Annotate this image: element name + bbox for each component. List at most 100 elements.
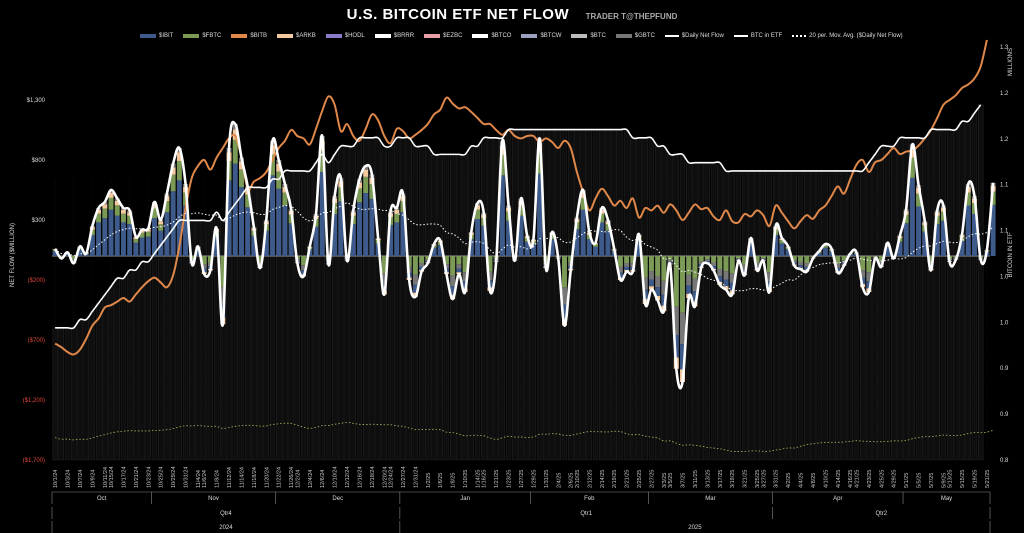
legend-swatch xyxy=(325,34,342,38)
flow-bar-segment xyxy=(798,265,804,268)
flow-bar-segment xyxy=(748,243,754,256)
flow-bar-segment xyxy=(680,312,685,345)
legend-item: $BTCO xyxy=(472,33,511,39)
flow-bar-segment xyxy=(742,264,748,270)
btc-holdings-bar xyxy=(977,104,984,461)
right-tick-label: 1.0 xyxy=(1000,274,1009,280)
flow-bar-segment xyxy=(655,256,661,276)
flow-bar-segment xyxy=(779,243,785,256)
date-tick-label: 12/6/24 xyxy=(320,470,326,488)
flow-bar-segment xyxy=(89,235,95,256)
flow-bar-segment xyxy=(369,198,375,256)
date-tick-label: 1/8/25 xyxy=(451,473,457,488)
date-tick-label: 3/19/25 xyxy=(730,470,736,488)
legend-label: $GBTC xyxy=(634,33,655,39)
btc-holdings-bar xyxy=(412,145,419,461)
date-tick-label: 11/12/24 xyxy=(227,467,233,488)
flow-bar-segment xyxy=(754,256,760,263)
flow-bar-segment xyxy=(152,218,157,256)
flow-bar-segment xyxy=(114,200,120,206)
flow-bar-segment xyxy=(468,239,474,256)
flow-bar-segment xyxy=(475,209,481,220)
flow-bar-segment xyxy=(195,249,201,256)
flow-bar-segment xyxy=(145,236,151,256)
flow-bar-segment xyxy=(903,214,909,224)
btc-holdings-bar xyxy=(487,137,493,461)
flow-bar-segment xyxy=(276,163,282,172)
date-tick-label: 3/3/25 xyxy=(662,473,668,488)
btc-holdings-bar xyxy=(785,170,791,461)
months-label: Apr xyxy=(833,496,842,502)
legend-item: $BRRR xyxy=(374,33,414,39)
flow-bar-segment xyxy=(897,241,903,256)
flow-bar-segment xyxy=(406,256,412,267)
flow-bar-segment xyxy=(214,236,220,256)
flow-bar-segment xyxy=(475,205,481,210)
btc-holdings-bar xyxy=(859,170,866,461)
legend-label: $HODL xyxy=(344,33,365,39)
flow-bar-segment xyxy=(723,279,729,287)
btc-holdings-bar xyxy=(586,129,593,461)
flow-bar-segment xyxy=(475,219,481,256)
flow-bar-segment xyxy=(729,273,735,283)
flow-bar-segment xyxy=(319,150,325,172)
legend-label: $Daily Net Flow xyxy=(681,33,724,39)
flow-bar-segment xyxy=(332,214,338,256)
flow-bar-segment xyxy=(338,187,344,202)
flow-bar-segment xyxy=(102,204,108,209)
btc-holdings-bar xyxy=(549,129,555,461)
years-label: 2024 xyxy=(219,525,233,531)
flow-bar-segment xyxy=(301,265,307,271)
flow-bar-segment xyxy=(642,277,648,290)
flow-bar-segment xyxy=(971,203,977,214)
left-tick-label: ($700) xyxy=(28,338,45,344)
flow-bar-segment xyxy=(120,213,126,223)
flow-bar-segment xyxy=(698,256,704,262)
flow-bar-segment xyxy=(574,229,580,256)
btc-holdings-bar xyxy=(170,228,176,461)
flow-bar-segment xyxy=(176,160,182,181)
date-tick-label: 1/31/25 xyxy=(544,470,550,488)
flow-bar-segment xyxy=(636,240,642,256)
lower-average-line xyxy=(55,421,994,452)
flow-bar-segment xyxy=(394,222,400,256)
flow-bar-segment xyxy=(350,224,356,256)
flow-bar-segment xyxy=(735,258,741,260)
flow-bar-segment xyxy=(201,256,207,265)
btc-holdings-bar xyxy=(971,112,978,461)
flow-bar-segment xyxy=(419,256,425,264)
date-tick-label: 10/11/24 xyxy=(103,467,109,488)
date-tick-label: 10/3/24 xyxy=(66,470,72,488)
flow-bar-segment xyxy=(593,246,599,256)
flow-bar-segment xyxy=(779,240,785,244)
left-tick-label: ($200) xyxy=(28,278,45,284)
moving-average-line xyxy=(54,202,994,292)
date-tick-label: 4/29/25 xyxy=(892,470,898,488)
flow-bar-segment xyxy=(617,266,623,273)
btc-holdings-bar xyxy=(580,129,586,461)
flow-bar-segment xyxy=(450,275,456,287)
flow-bar-segment xyxy=(648,286,654,290)
flow-bar-segment xyxy=(829,250,835,256)
flow-bar-segment xyxy=(139,230,145,233)
flow-bar-segment xyxy=(412,256,418,275)
date-tick-label: 1/16/25 xyxy=(482,470,488,488)
flow-bar-segment xyxy=(139,232,145,238)
flow-bar-segment xyxy=(717,268,723,277)
flow-bar-segment xyxy=(282,192,288,206)
flow-bar-segment xyxy=(692,278,698,292)
flow-bar-segment xyxy=(940,211,946,221)
btc-holdings-bar xyxy=(524,129,530,461)
date-tick-label: 1/2/25 xyxy=(426,473,432,488)
flow-bar-segment xyxy=(425,256,431,260)
btc-in-etf-line xyxy=(55,104,982,330)
flow-bar-segment xyxy=(301,256,307,266)
flow-bar-segment xyxy=(711,262,717,267)
flow-bar-segment xyxy=(220,286,226,304)
date-tick-label: 5/5/25 xyxy=(917,473,923,488)
flow-bar-segment xyxy=(363,176,369,193)
legend-swatch xyxy=(231,34,248,38)
date-tick-label: 5/15/25 xyxy=(960,470,966,488)
flow-bar-segment xyxy=(450,286,456,295)
legend-label: 20 per. Mov. Avg. ($Daily Net Flow) xyxy=(809,33,903,39)
